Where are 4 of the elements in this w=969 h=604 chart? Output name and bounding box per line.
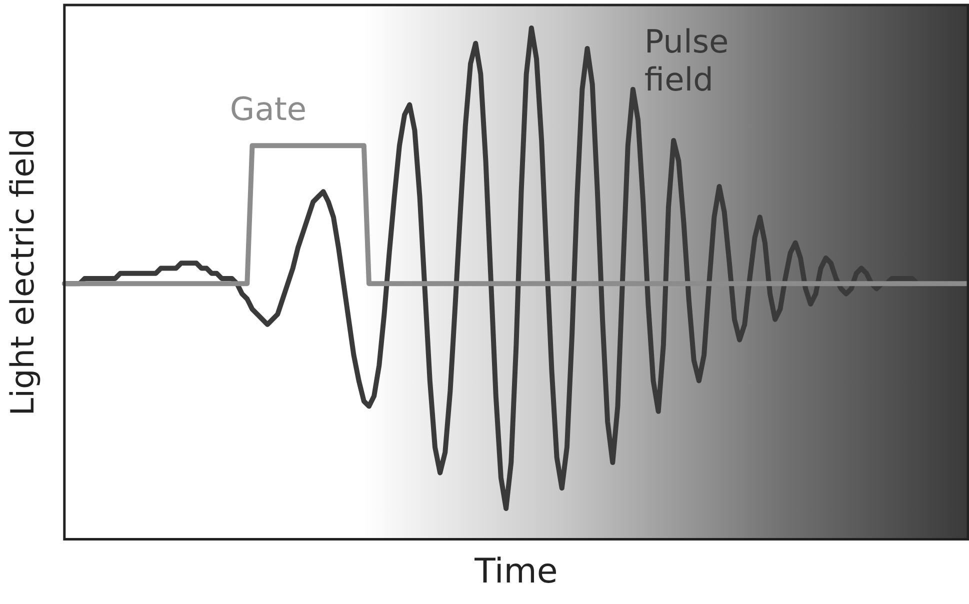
x-axis-title: Time [474, 551, 558, 592]
series-label: Gate [230, 90, 307, 128]
y-axis-title: Light electric field [4, 128, 42, 416]
series-label: Pulse field [644, 22, 729, 98]
